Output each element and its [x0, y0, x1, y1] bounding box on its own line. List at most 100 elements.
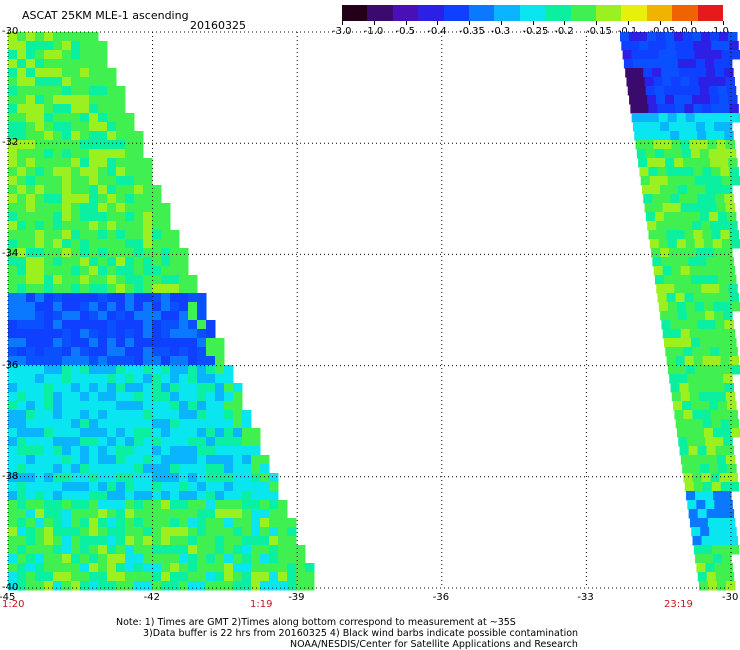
- swath-cell: [188, 572, 198, 582]
- swath-cell: [89, 419, 99, 429]
- swath-cell: [714, 500, 724, 510]
- swath-cell: [125, 410, 135, 420]
- swath-cell: [696, 437, 706, 447]
- swath-cell: [143, 401, 153, 411]
- swath-cell: [80, 140, 90, 150]
- swath-cell: [179, 473, 189, 483]
- swath-cell: [89, 248, 99, 258]
- swath-cell: [278, 536, 288, 546]
- swath-cell: [35, 122, 45, 132]
- colorbar-label: 0.0: [681, 26, 698, 37]
- swath-cell: [224, 473, 234, 483]
- swath-cell: [44, 131, 54, 141]
- swath-cell: [695, 59, 706, 69]
- swath-cell: [71, 482, 81, 492]
- swath-cell: [17, 185, 27, 195]
- swath-cell: [107, 383, 117, 393]
- swath-cell: [26, 284, 36, 294]
- swath-cell: [233, 392, 243, 402]
- swath-cell: [134, 419, 144, 429]
- swath-cell: [626, 77, 636, 87]
- swath-cell: [666, 167, 676, 177]
- swath-cell: [62, 266, 72, 276]
- swath-cell: [116, 437, 126, 447]
- swath-cell: [26, 383, 36, 393]
- swath-cell: [188, 293, 198, 303]
- swath-cell: [80, 392, 90, 402]
- swath-cell: [179, 365, 189, 375]
- swath-cell: [35, 68, 45, 78]
- swath-cell: [53, 329, 63, 339]
- swath-cell: [26, 50, 36, 60]
- swath-cell: [53, 320, 63, 330]
- swath-cell: [89, 536, 99, 546]
- swath-cell: [89, 32, 99, 42]
- swath-cell: [125, 509, 135, 519]
- swath-cell: [224, 572, 234, 582]
- swath-cell: [35, 473, 45, 483]
- lon-label: -33: [577, 592, 594, 603]
- swath-cell: [143, 221, 153, 231]
- swath-cell: [665, 95, 675, 105]
- swath-cell: [71, 86, 81, 96]
- swath-cell: [107, 356, 117, 366]
- swath-cell: [53, 473, 63, 483]
- swath-cell: [197, 383, 207, 393]
- swath-cell: [80, 86, 90, 96]
- swath-cell: [686, 122, 697, 132]
- swath-cell: [8, 50, 18, 60]
- swath-cell: [680, 203, 691, 213]
- swath-cell: [723, 500, 733, 510]
- swath-cell: [680, 455, 691, 465]
- swath-cell: [116, 419, 126, 429]
- swath-cell: [35, 320, 45, 330]
- swath-cell: [116, 383, 126, 393]
- swath-cell: [26, 518, 36, 528]
- swath-cell: [152, 581, 162, 591]
- swath-cell: [684, 356, 695, 366]
- swath-cell: [98, 203, 108, 213]
- swath-cell: [643, 68, 653, 78]
- swath-cell: [635, 77, 645, 87]
- swath-cell: [53, 428, 63, 438]
- swath-cell: [651, 185, 661, 195]
- swath-cell: [80, 95, 90, 105]
- swath-cell: [233, 437, 243, 447]
- swath-cell: [674, 347, 684, 357]
- lon-label: -45: [0, 592, 16, 603]
- swath-cell: [89, 500, 99, 510]
- swath-cell: [704, 59, 715, 69]
- swath-cell: [650, 122, 661, 132]
- swath-cell: [179, 347, 189, 357]
- swath-cell: [107, 545, 117, 555]
- swath-cell: [692, 221, 702, 231]
- swath-cell: [215, 572, 225, 582]
- swath-cell: [152, 221, 162, 231]
- swath-cell: [707, 518, 718, 528]
- swath-cell: [706, 68, 716, 78]
- swath-cell: [62, 527, 72, 537]
- swath-cell: [627, 86, 638, 96]
- swath-cell: [44, 347, 54, 357]
- swath-cell: [44, 419, 54, 429]
- swath-cell: [98, 50, 108, 60]
- swath-cell: [647, 95, 657, 105]
- swath-cell: [260, 482, 270, 492]
- swath-cell: [143, 545, 153, 555]
- swath-cell: [233, 527, 243, 537]
- swath-cell: [719, 95, 729, 105]
- swath-cell: [701, 158, 711, 168]
- swath-cell: [107, 482, 117, 492]
- swath-cell: [251, 482, 261, 492]
- swath-cell: [170, 356, 180, 366]
- swath-cell: [161, 347, 171, 357]
- swath-cell: [697, 257, 707, 267]
- swath-cell: [188, 329, 198, 339]
- swath-cell: [670, 131, 680, 141]
- swath-cell: [685, 302, 696, 312]
- swath-cell: [143, 527, 153, 537]
- swath-cell: [98, 95, 108, 105]
- swath-cell: [26, 167, 36, 177]
- swath-cell: [8, 194, 18, 204]
- swath-cell: [152, 446, 162, 456]
